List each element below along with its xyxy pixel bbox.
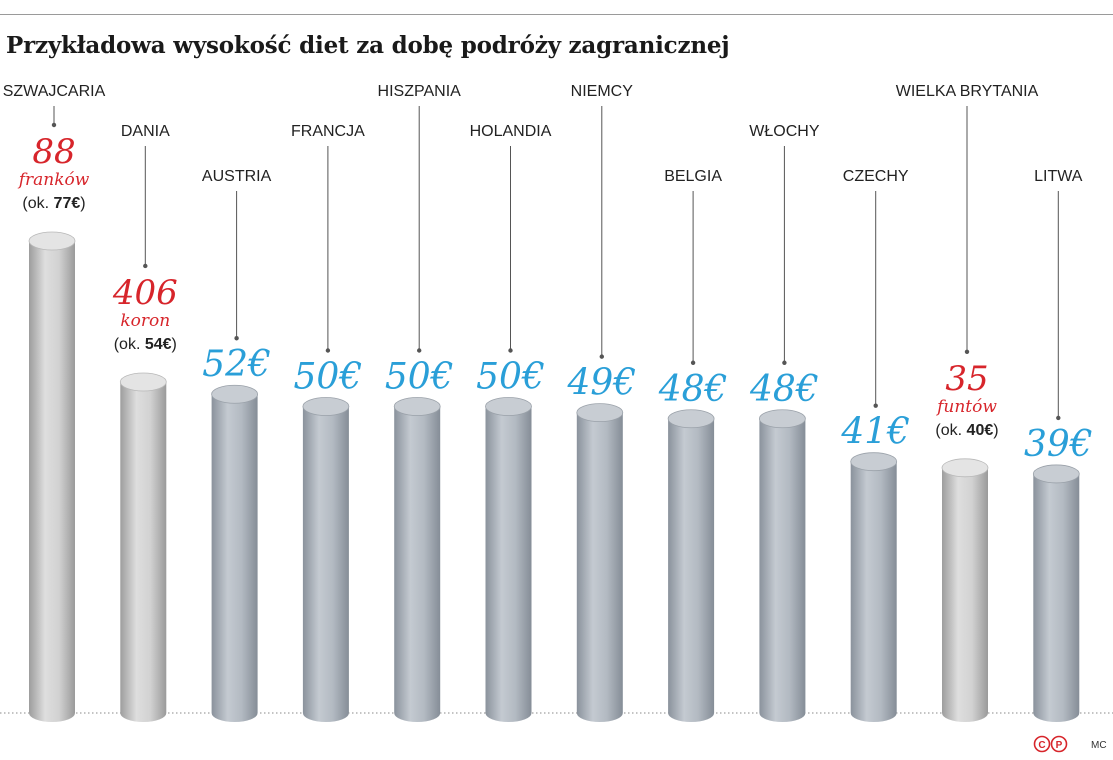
- bar-top: [28, 231, 76, 251]
- bar-top: [119, 372, 167, 392]
- value-label: 50€: [476, 357, 545, 398]
- leader-dot: [234, 336, 239, 341]
- value-label-amount: 406: [112, 273, 178, 313]
- bar-top: [759, 409, 806, 429]
- country-label: CZECHY: [843, 168, 909, 185]
- bar-top: [302, 397, 350, 416]
- country-label: WIELKA BRYTANIA: [896, 83, 1039, 100]
- bar: [394, 406, 441, 722]
- value-label-amount: 88: [32, 132, 75, 172]
- bar-group-9: CZECHY 41€: [840, 168, 910, 722]
- leader-dot: [508, 348, 513, 353]
- bar-group-7: BELGIA 48€: [658, 168, 728, 722]
- leader-dot: [599, 354, 604, 359]
- bar: [759, 418, 806, 722]
- bar-group-6: NIEMCY 49€: [566, 83, 636, 722]
- copyright-p-logo: C P: [1033, 735, 1068, 753]
- bar: [668, 418, 715, 722]
- leader-dot: [417, 348, 422, 353]
- bar-top: [393, 397, 441, 416]
- bar: [576, 412, 623, 722]
- country-label: HOLANDIA: [470, 123, 552, 140]
- leader-dot: [1056, 415, 1061, 421]
- country-label: HISZPANIA: [378, 83, 462, 100]
- country-label: NIEMCY: [571, 83, 634, 100]
- top-rule: [0, 14, 1113, 15]
- bar-top: [941, 458, 989, 478]
- leader-dot: [782, 360, 787, 365]
- bar: [1033, 473, 1080, 722]
- bar: [211, 394, 258, 722]
- leader-dot: [873, 403, 878, 408]
- value-label: 48€: [658, 369, 728, 410]
- value-label-currency: funtów: [935, 397, 997, 417]
- bar-top: [667, 409, 715, 429]
- country-label: WŁOCHY: [749, 123, 820, 140]
- svg-text:P: P: [1056, 740, 1063, 751]
- value-label-approx: (ok. 77€): [22, 195, 85, 212]
- leader-dot: [690, 360, 696, 365]
- country-label: SZWAJCARIA: [3, 83, 106, 100]
- value-label: 49€: [566, 363, 636, 404]
- bar-group-5: HOLANDIA 50€: [470, 123, 552, 722]
- value-label: 52€: [202, 344, 271, 385]
- bar-group-4: HISZPANIA 50€: [378, 83, 462, 722]
- leader-dot: [143, 263, 148, 269]
- country-label: DANIA: [121, 123, 170, 140]
- value-label: 48€: [749, 369, 819, 410]
- credit-text: MC: [1091, 740, 1107, 751]
- bar: [29, 240, 75, 723]
- bar-group-8: WŁOCHY 48€: [749, 123, 820, 722]
- bar-group-3: FRANCJA 50€: [291, 123, 365, 722]
- bar: [942, 467, 988, 722]
- bar-group-11: LITWA 39€: [1024, 168, 1093, 722]
- value-label-currency: koron: [120, 311, 170, 331]
- bar-group-2: AUSTRIA 52€: [202, 168, 272, 722]
- bar: [120, 381, 167, 722]
- leader-dot: [964, 349, 970, 354]
- value-label-amount: 35: [945, 359, 988, 399]
- bar-top: [211, 384, 259, 404]
- leader-dot: [325, 348, 331, 353]
- bar: [485, 406, 532, 722]
- value-label: 50€: [294, 357, 363, 398]
- bar-top: [485, 397, 532, 416]
- country-label: BELGIA: [664, 168, 722, 185]
- bar-top: [576, 403, 624, 423]
- bar-top: [850, 452, 898, 472]
- bar: [850, 461, 897, 722]
- value-label-approx: (ok. 40€): [935, 422, 998, 439]
- country-label: LITWA: [1034, 168, 1083, 185]
- value-label-currency: franków: [17, 170, 90, 190]
- value-label: 50€: [385, 357, 454, 398]
- bar: [302, 406, 349, 722]
- value-label-approx: (ok. 54€): [114, 336, 177, 353]
- country-label: AUSTRIA: [202, 168, 272, 185]
- leader-dot: [51, 122, 57, 128]
- chart-title: Przykładowa wysokość diet za dobę podróż…: [6, 32, 730, 59]
- country-label: FRANCJA: [291, 123, 365, 140]
- bar-top: [1032, 464, 1080, 484]
- svg-text:C: C: [1038, 740, 1045, 751]
- value-label: 39€: [1024, 424, 1093, 465]
- value-label: 41€: [840, 412, 910, 453]
